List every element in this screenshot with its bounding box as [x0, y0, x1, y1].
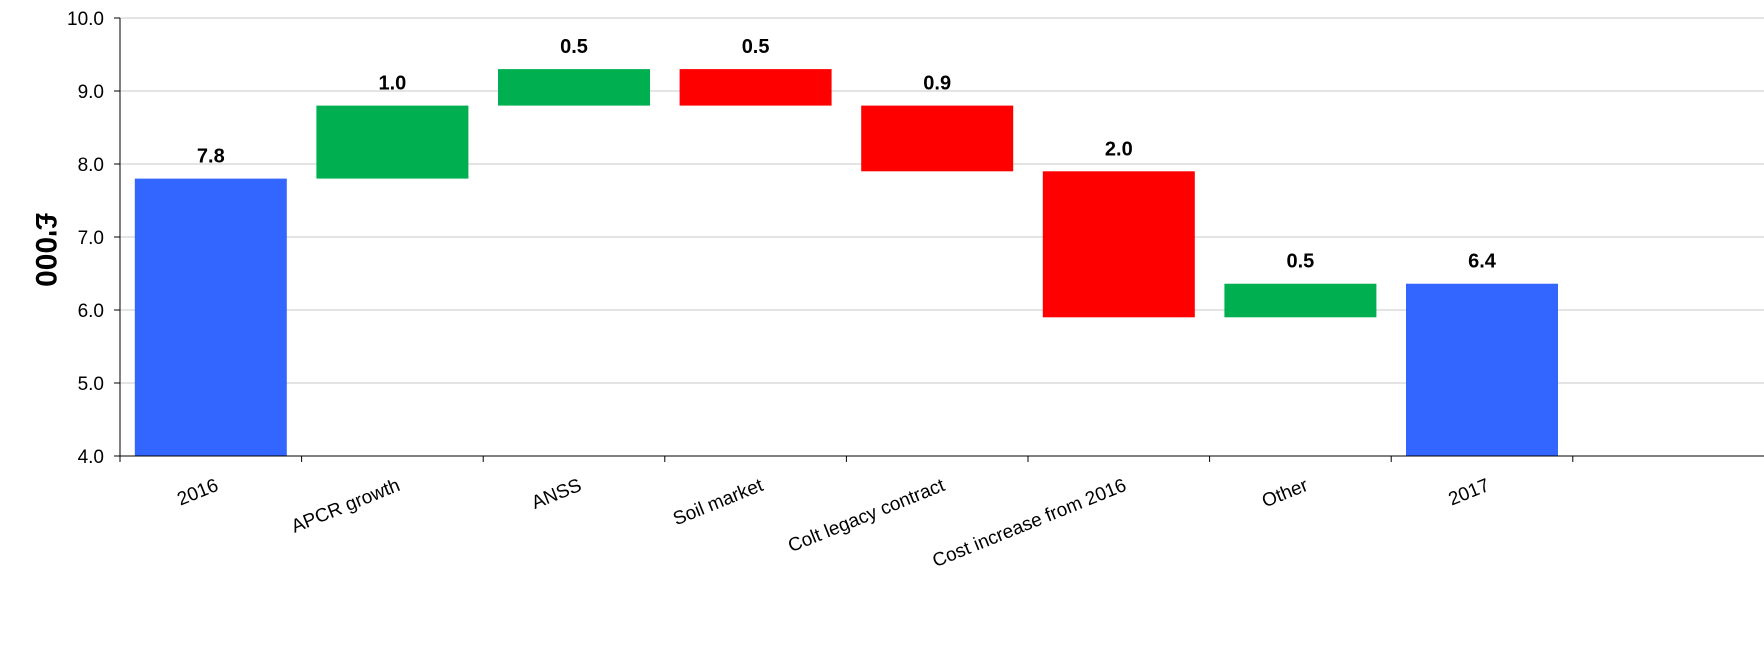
- data-label: 1.0: [378, 73, 406, 95]
- x-axis: 2016 APCR growth ANSS Soil market Colt legac…: [119, 455, 1764, 572]
- bar-5: [861, 105, 1014, 172]
- y-tick-label: 4.0: [78, 447, 104, 468]
- x-tick-label: 2016: [174, 475, 221, 510]
- y-tick-label: 9.0: [78, 82, 104, 103]
- data-label: 0.5: [560, 36, 588, 58]
- y-axis-label: £'000: [29, 213, 62, 287]
- bar-1: [134, 178, 287, 456]
- x-tick-label: Soil market: [670, 475, 767, 530]
- x-tick-label: Cost increase from 2016: [930, 475, 1130, 572]
- data-labels: 7.8 1.0 0.5 0.5 0.9 2.0 0.5 6.4: [197, 36, 1497, 273]
- y-axis: 4.0 5.0 6.0 7.0 8.0 9.0 10.0: [67, 9, 121, 468]
- bar-2: [316, 105, 469, 179]
- data-label: 6.4: [1468, 251, 1497, 273]
- y-tick-label: 10.0: [67, 9, 104, 30]
- bar-8: [1406, 283, 1558, 456]
- data-label: 0.9: [923, 73, 951, 95]
- x-tick-label: 2017: [1446, 475, 1493, 510]
- bar-6: [1042, 171, 1195, 318]
- y-tick-label: 7.0: [78, 228, 104, 249]
- data-label: 2.0: [1105, 138, 1133, 160]
- x-tick-label: Other: [1259, 475, 1312, 513]
- x-tick-label: ANSS: [529, 475, 585, 514]
- data-label: 7.8: [197, 146, 225, 168]
- bar-3: [498, 69, 650, 106]
- x-tick-label: Colt legacy contract: [785, 475, 948, 557]
- y-tick-label: 5.0: [78, 374, 104, 395]
- y-tick-label: 6.0: [78, 301, 104, 322]
- bar-4: [679, 69, 832, 106]
- bar-7: [1224, 283, 1377, 318]
- data-label: 0.5: [1286, 251, 1314, 273]
- y-tick-label: 8.0: [78, 155, 104, 176]
- bars: [134, 69, 1558, 456]
- x-tick-label: APCR growth: [288, 475, 403, 538]
- data-label: 0.5: [742, 36, 770, 58]
